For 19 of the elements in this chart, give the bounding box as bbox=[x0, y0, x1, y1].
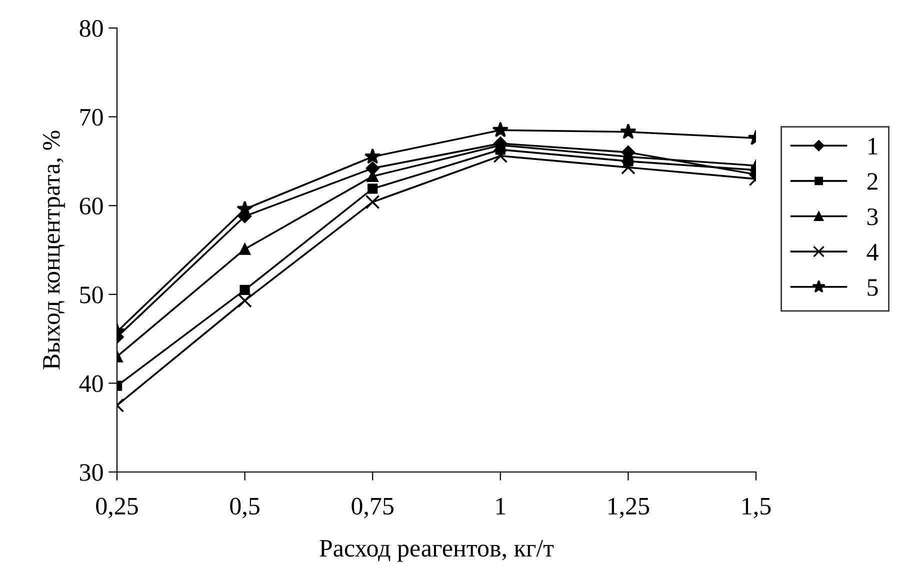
x-tick-label: 1,5 bbox=[742, 498, 771, 518]
legend-label: 2 bbox=[867, 173, 878, 190]
y-tick-label: 70 bbox=[80, 108, 103, 126]
y-tick-label: 40 bbox=[79, 375, 103, 392]
y-axis-title: Выход концентрата, % bbox=[42, 130, 65, 370]
x-tick-label: 1 bbox=[496, 498, 506, 514]
x-tick-label: 0,5 bbox=[230, 498, 260, 518]
y-tick-label: 30 bbox=[80, 464, 103, 481]
x-tick-label: 1,25 bbox=[608, 498, 650, 518]
legend-label: 1 bbox=[868, 138, 878, 154]
legend-label: 5 bbox=[868, 279, 878, 296]
y-tick-label: 80 bbox=[80, 20, 103, 37]
y-tick-label: 50 bbox=[80, 286, 103, 304]
x-tick-label: 0,75 bbox=[352, 498, 394, 518]
y-tick-label: 60 bbox=[80, 198, 103, 215]
legend-label: 4 bbox=[866, 244, 878, 260]
legend-label: 3 bbox=[867, 208, 878, 226]
x-axis-title: Расход реагентов, кг/т bbox=[320, 540, 554, 562]
x-tick-label: 0,25 bbox=[96, 498, 138, 518]
